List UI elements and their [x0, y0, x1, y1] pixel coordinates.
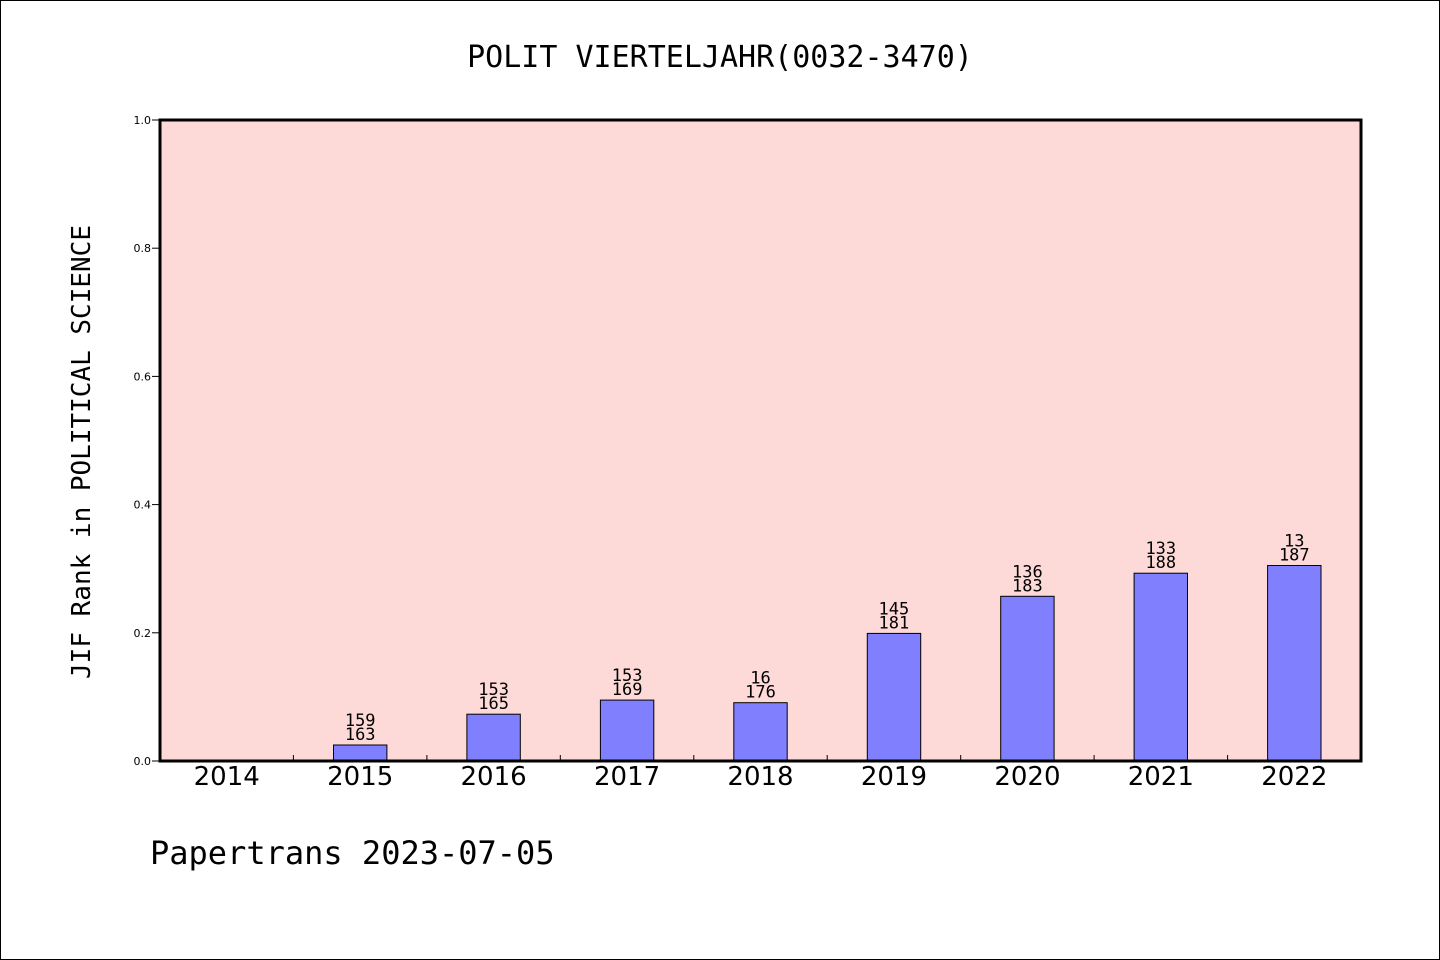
- bar-2017: [599, 699, 655, 762]
- bar-label-2016-top: 153: [478, 680, 509, 700]
- x-tick-label-2019: 2019: [861, 762, 927, 792]
- plot-border: [158, 118, 1363, 763]
- x-tick-label-2014: 2014: [194, 762, 260, 792]
- footer-text: Papertrans 2023-07-05: [150, 834, 555, 872]
- bars-group: [333, 565, 1322, 762]
- y-tick-label-0.4: 0.4: [134, 499, 152, 512]
- y-tick-label-1.0: 1.0: [134, 114, 152, 127]
- bar-2019: [866, 632, 922, 762]
- bar-2021: [1133, 572, 1188, 762]
- y-tick-label-0.8: 0.8: [134, 242, 152, 255]
- x-tick-label-2018: 2018: [727, 762, 793, 792]
- x-tick-label-2017: 2017: [594, 762, 660, 792]
- x-tick-label-2015: 2015: [327, 762, 393, 792]
- bar-label-2019-bottom: 181: [879, 613, 910, 633]
- x-tick-label-2016: 2016: [461, 762, 527, 792]
- bar-label-2022-top: 13: [1284, 532, 1304, 552]
- x-axis: 2014 2015 2016 2017 2018 2019 2020 2021 2022: [194, 755, 1327, 792]
- x-tick-label-2022: 2022: [1261, 762, 1327, 792]
- bar-2016: [466, 713, 521, 762]
- y-tick-label-0.0: 0.0: [134, 755, 152, 768]
- bar-2018: [733, 702, 788, 762]
- bar-label-2020-top: 136: [1012, 562, 1043, 582]
- bar-label-2018-top: 16: [750, 669, 770, 689]
- bar-label-2021-bottom: 188: [1145, 553, 1176, 573]
- x-tick-label-2021: 2021: [1128, 762, 1194, 792]
- bar-2015: [333, 744, 388, 762]
- y-axis-label: JIF Rank in POLITICAL SCIENCE: [67, 225, 97, 679]
- chart-title: POLIT VIERTELJAHR(0032-3470): [467, 40, 973, 75]
- bar-label-2019-top: 145: [879, 599, 910, 619]
- bar-label-2015-top: 159: [345, 711, 376, 731]
- bar-label-2021-top: 133: [1145, 539, 1176, 559]
- bar-label-2020-bottom: 183: [1012, 576, 1043, 596]
- bar-label-2022-bottom: 187: [1279, 546, 1310, 566]
- x-tick-label-2020: 2020: [994, 762, 1060, 792]
- bar-label-2017-top: 153: [612, 666, 643, 686]
- bar-label-2016-bottom: 165: [478, 694, 509, 714]
- bar-2020: [1000, 595, 1055, 762]
- bar-2022: [1267, 565, 1322, 762]
- bar-label-2017-bottom: 169: [612, 680, 643, 700]
- bar-label-2015-bottom: 163: [345, 725, 376, 745]
- y-axis: 0.0 0.2 0.4 0.6 0.8 1.0: [134, 114, 160, 768]
- y-tick-label-0.2: 0.2: [134, 627, 152, 640]
- y-tick-label-0.6: 0.6: [134, 370, 152, 383]
- bar-label-2018-bottom: 176: [745, 683, 776, 703]
